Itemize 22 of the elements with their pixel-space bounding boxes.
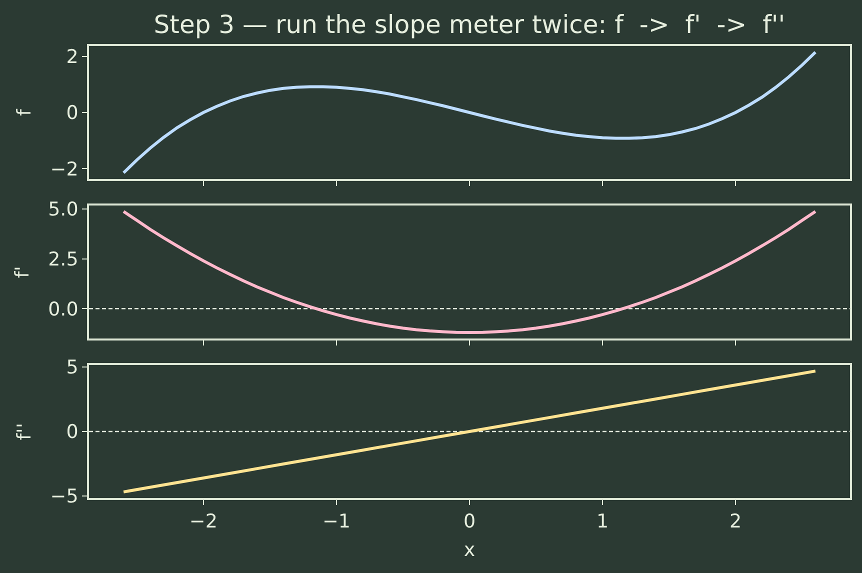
y-axis-title: f': [11, 266, 34, 278]
x-tick-label: 0: [463, 510, 476, 533]
x-tick-label: 1: [596, 510, 609, 533]
line-series: [122, 370, 817, 494]
y-axis-title: f: [14, 108, 36, 116]
y-tick-label: 2: [66, 46, 78, 68]
line-series: [122, 50, 817, 174]
y-tick-label: 5.0: [48, 198, 78, 221]
y-axis-title: f'': [14, 422, 36, 440]
y-tick-label: 0: [66, 102, 78, 124]
y-tick-label: 5: [66, 356, 78, 379]
x-axis-title: x: [464, 539, 476, 561]
line-series: [122, 210, 817, 334]
x-tick-label: −1: [322, 510, 350, 533]
x-tick-label: −2: [189, 510, 218, 533]
chart-title: Step 3 — run the slope meter twice: f -> f' -> f'': [154, 10, 786, 39]
y-tick-label: −5: [50, 486, 78, 508]
y-tick-label: 0: [66, 421, 78, 444]
y-tick-label: 2.5: [48, 248, 78, 271]
y-tick-label: −2: [50, 158, 78, 180]
y-tick-label: 0.0: [48, 298, 78, 320]
x-tick-label: 2: [730, 510, 742, 533]
